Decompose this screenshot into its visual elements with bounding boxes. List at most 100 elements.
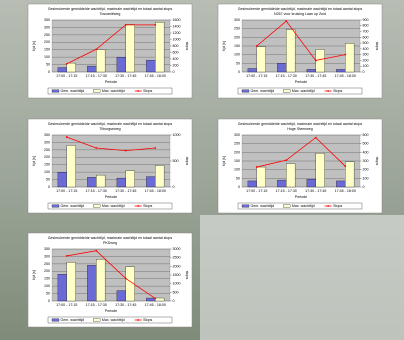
y2-tick-label: 100 xyxy=(363,176,369,180)
y2-tick-label: 600 xyxy=(363,133,369,137)
y2-tick-label: 2500 xyxy=(173,256,181,260)
y2-tick-label: 300 xyxy=(363,53,369,57)
x-tick-label: 17:15 - 17:30 xyxy=(276,189,297,193)
x-tick-label: 17:00 - 17:15 xyxy=(56,189,77,193)
y-tick-label: 50 xyxy=(46,63,50,67)
bar xyxy=(155,298,164,301)
bar xyxy=(286,30,295,72)
y-tick-label: 0 xyxy=(238,70,240,74)
x-tick-label: 17:00 - 17:15 xyxy=(56,74,77,78)
legend-swatch xyxy=(242,90,249,92)
bar xyxy=(345,162,354,187)
y-tick-label: 200 xyxy=(234,150,240,154)
bar xyxy=(316,49,325,72)
y-tick-label: 100 xyxy=(44,55,50,59)
y-tick-label: 100 xyxy=(44,170,50,174)
bar xyxy=(96,175,105,187)
y2-tick-label: 500 xyxy=(173,290,179,294)
y2-tick-label: 300 xyxy=(363,159,369,163)
chart-title: Gesimuleerde gemiddelde wachttijd, maxim… xyxy=(48,122,173,126)
bar xyxy=(248,69,257,72)
y2-axis-label: stops xyxy=(185,42,189,51)
y-axis-label: tijd [s] xyxy=(32,156,36,165)
y-tick-label: 0 xyxy=(238,185,240,189)
bar xyxy=(117,291,126,301)
y-tick-label: 100 xyxy=(234,53,240,57)
y2-tick-label: 800 xyxy=(363,24,369,28)
chart-subtitle: Tilburgseweg xyxy=(99,127,120,131)
line-marker xyxy=(256,166,258,168)
bar xyxy=(277,63,286,72)
y2-tick-label: 400 xyxy=(173,57,179,61)
x-tick-label: 17:30 - 17:45 xyxy=(115,189,136,193)
legend-swatch xyxy=(242,205,249,207)
chart: Gesimuleerde gemiddelde wachttijd, maxim… xyxy=(28,4,192,98)
y2-axis-label: stops xyxy=(375,157,379,166)
chart-subtitle: Toscaniëweg xyxy=(100,12,121,16)
x-tick-label: 17:15 - 17:30 xyxy=(276,74,297,78)
y-tick-label: 0 xyxy=(48,185,50,189)
x-axis-label: Periode xyxy=(105,195,117,199)
chart: Gesimuleerde gemiddelde wachttijd, maxim… xyxy=(28,233,192,327)
x-tick-label: 17:45 - 18:00 xyxy=(145,303,166,307)
legend-swatch-marker xyxy=(137,90,139,92)
y2-tick-label: 1400 xyxy=(173,24,181,28)
y2-tick-label: 2000 xyxy=(173,264,181,268)
y2-tick-label: 200 xyxy=(363,58,369,62)
bar xyxy=(126,171,135,187)
line-marker xyxy=(95,250,97,252)
screen: Gesimuleerde gemiddelde wachttijd, maxim… xyxy=(0,0,404,340)
line-marker xyxy=(125,150,127,152)
bar xyxy=(58,274,67,301)
x-axis-label: Periode xyxy=(105,309,117,313)
x-tick-label: 17:15 - 17:30 xyxy=(86,189,107,193)
x-tick-label: 17:30 - 17:45 xyxy=(115,74,136,78)
y-tick-label: 50 xyxy=(236,61,240,65)
bar xyxy=(146,177,155,187)
y2-tick-label: 200 xyxy=(173,63,179,67)
chart: Gesimuleerde gemiddelde wachttijd, maxim… xyxy=(28,119,192,213)
legend-swatch xyxy=(52,205,59,207)
y-tick-label: 300 xyxy=(44,140,50,144)
bar xyxy=(316,153,325,187)
chart-subtitle: N267 voor kruising Laan op Zuid xyxy=(274,12,326,16)
chart-subtitle: PKDweg xyxy=(103,241,117,245)
bar xyxy=(58,172,67,187)
legend-swatch xyxy=(283,90,290,92)
y-tick-label: 300 xyxy=(44,25,50,29)
line-marker xyxy=(315,60,317,62)
y-tick-label: 200 xyxy=(44,40,50,44)
y2-axis-label: stops xyxy=(375,42,379,51)
legend-swatch xyxy=(93,319,100,321)
bar xyxy=(248,181,257,187)
x-tick-label: 17:45 - 18:00 xyxy=(335,74,356,78)
legend-swatch xyxy=(283,205,290,207)
y2-tick-label: 200 xyxy=(363,168,369,172)
x-tick-label: 17:30 - 17:45 xyxy=(305,189,326,193)
bar xyxy=(307,69,316,72)
y-tick-label: 150 xyxy=(44,163,50,167)
legend-swatch-marker xyxy=(327,205,329,207)
bar xyxy=(307,179,316,187)
line-marker xyxy=(285,159,287,161)
legend-swatch xyxy=(52,90,59,92)
bar xyxy=(277,180,286,187)
y-tick-label: 0 xyxy=(48,299,50,303)
y-tick-label: 50 xyxy=(46,292,50,296)
x-tick-label: 17:45 - 18:00 xyxy=(335,189,356,193)
bar xyxy=(67,262,76,301)
legend-label: Max. wachttijd xyxy=(292,89,315,93)
line-marker xyxy=(154,298,156,300)
legend-swatch-marker xyxy=(327,90,329,92)
y-tick-label: 150 xyxy=(44,277,50,281)
x-tick-label: 17:45 - 18:00 xyxy=(145,74,166,78)
x-tick-label: 17:00 - 17:15 xyxy=(246,189,267,193)
y2-tick-label: 0 xyxy=(173,185,175,189)
line-marker xyxy=(66,63,68,65)
y-tick-label: 200 xyxy=(234,35,240,39)
y2-tick-label: 1500 xyxy=(173,273,181,277)
y-tick-label: 300 xyxy=(44,254,50,258)
y-tick-label: 350 xyxy=(44,133,50,137)
y-tick-label: 150 xyxy=(44,48,50,52)
bar xyxy=(67,145,76,187)
